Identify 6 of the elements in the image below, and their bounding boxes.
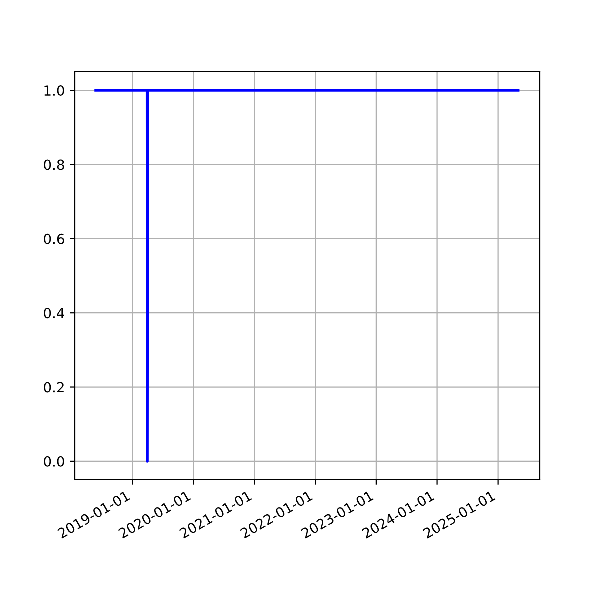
y-tick-label: 1.0 (44, 86, 64, 96)
y-tick-label: 0.0 (44, 456, 64, 467)
y-tick-label: 0.4 (44, 308, 64, 319)
y-tick-label: 0.6 (44, 234, 64, 244)
y-tick-label: 0.2 (44, 382, 64, 393)
y-tick-label: 0.8 (44, 160, 64, 170)
